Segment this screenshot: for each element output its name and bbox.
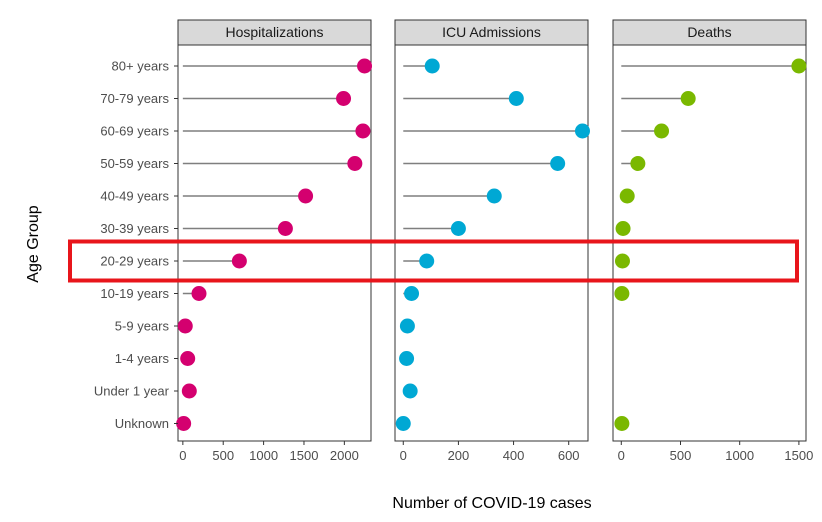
highlight-box <box>68 239 799 283</box>
y-tick-label: 60-69 years <box>100 124 169 139</box>
x-axis-title: Number of COVID-19 cases <box>392 495 591 512</box>
facet-strip-label: Deaths <box>687 24 731 40</box>
lollipop-point <box>424 58 440 74</box>
y-tick-label: 30-39 years <box>100 221 169 236</box>
lollipop-point <box>419 253 435 269</box>
y-tick-label: Unknown <box>115 416 169 431</box>
x-tick-label: 200 <box>448 448 470 463</box>
facet-panel: Deaths 0 500 1000 1500 <box>612 19 813 463</box>
facet-strip <box>394 19 589 46</box>
lollipop-point <box>180 351 196 366</box>
facet-strip-label: Hospitalizations <box>225 24 323 40</box>
x-tick-label: 1500 <box>784 448 813 463</box>
y-tick-label: 5-9 years <box>115 319 170 334</box>
lollipop-point <box>615 221 631 236</box>
lollipop-point <box>486 188 502 204</box>
lollipop-point <box>614 286 630 301</box>
lollipop-point <box>402 383 418 399</box>
x-tick-label: 0 <box>618 448 625 463</box>
x-tick-label: 500 <box>212 448 234 463</box>
lollipop-point <box>614 416 630 431</box>
lollipop-point <box>791 58 807 74</box>
lollipop-point <box>191 286 207 301</box>
facet-strip <box>177 19 372 46</box>
y-tick-label: 10-19 years <box>100 286 169 301</box>
facet-strip-label: ICU Admissions <box>442 24 541 40</box>
lollipop-point <box>680 91 696 106</box>
x-tick-label: 500 <box>670 448 692 463</box>
facet-panel: ICU Admissions 0 200 400 600 <box>394 19 590 463</box>
facet-panel: Hospitalizations 0 500 1000 1500 2000 <box>176 19 373 463</box>
lollipop-point <box>231 253 247 269</box>
lollipop-point <box>574 123 590 139</box>
y-tick-label: 50-59 years <box>100 156 169 171</box>
lollipop-point <box>181 383 197 399</box>
x-tick-label: 0 <box>179 448 186 463</box>
y-tick-label: Under 1 year <box>94 384 170 399</box>
lollipop-point <box>298 188 314 204</box>
y-tick-label: 40-49 years <box>100 189 169 204</box>
lollipop-point <box>508 91 524 106</box>
highlight-layer <box>68 239 799 283</box>
lollipop-point <box>614 253 630 269</box>
lollipop-point <box>395 416 411 431</box>
lollipop-point <box>176 416 192 431</box>
x-tick-label: 400 <box>503 448 525 463</box>
x-tick-label: 2000 <box>330 448 359 463</box>
lollipop-point <box>619 188 635 204</box>
y-tick-label: 1-4 years <box>115 351 170 366</box>
y-axis-title: Age Group <box>25 205 42 282</box>
lollipop-point <box>399 351 415 366</box>
x-tick-label: 1000 <box>249 448 278 463</box>
lollipop-point <box>399 318 415 334</box>
y-tick-label: 70-79 years <box>100 91 169 106</box>
lollipop-point <box>336 91 352 106</box>
lollipop-point <box>404 286 420 301</box>
lollipop-point <box>357 58 373 74</box>
lollipop-point <box>355 123 371 139</box>
lollipop-point <box>277 221 293 236</box>
x-tick-label: 0 <box>400 448 407 463</box>
y-axis-labels: 80+ years 70-79 years 60-69 years 50-59 yea… <box>94 59 178 431</box>
y-tick-label: 80+ years <box>112 59 170 74</box>
lollipop-point <box>177 318 193 334</box>
lollipop-point <box>654 123 670 139</box>
lollipop-point <box>630 156 646 171</box>
lollipop-point <box>550 156 566 171</box>
y-tick-label: 20-29 years <box>100 254 169 269</box>
x-tick-label: 1000 <box>725 448 754 463</box>
x-tick-label: 1500 <box>290 448 319 463</box>
lollipop-point <box>347 156 363 171</box>
x-tick-label: 600 <box>558 448 580 463</box>
lollipop-point <box>450 221 466 236</box>
